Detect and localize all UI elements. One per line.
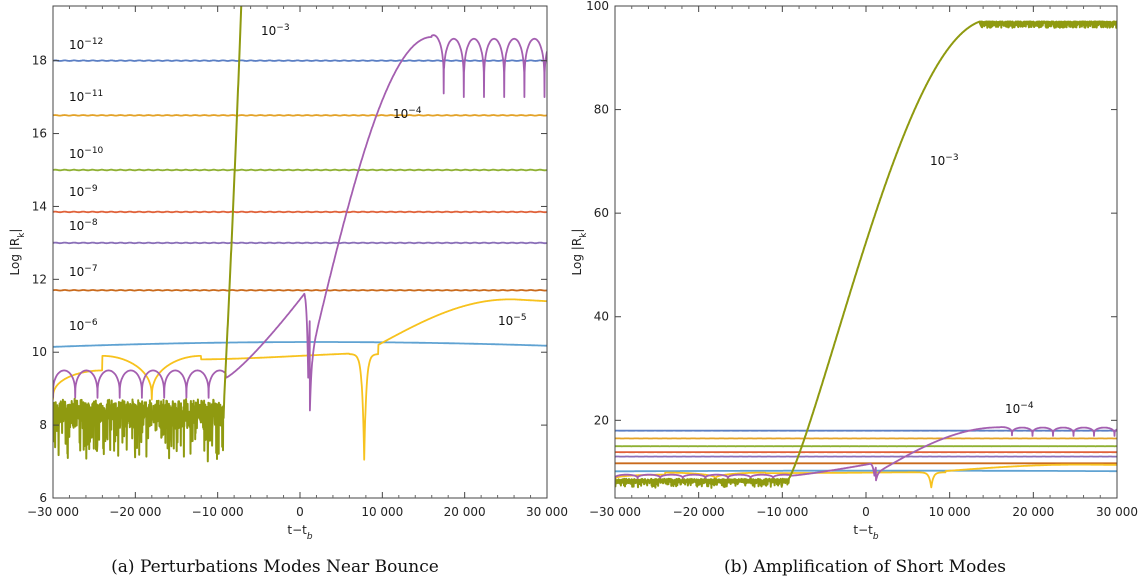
series-label-exp: −4 xyxy=(408,106,422,116)
series-10^-12 xyxy=(53,59,547,62)
series-label-10^-3: 10−3 xyxy=(261,23,290,38)
x-tick-label: 30 000 xyxy=(526,505,568,519)
x-axis-label-sub: b xyxy=(873,532,879,542)
series-label-exp: −9 xyxy=(84,184,98,194)
series-label-exp: −12 xyxy=(84,37,103,47)
series-label-10^-5: 10−5 xyxy=(498,313,527,328)
plot-area xyxy=(53,6,547,463)
series-label-10^-9: 10−9 xyxy=(69,184,98,199)
series-label-10^-8: 10−8 xyxy=(69,218,98,233)
x-tick-label: −30 000 xyxy=(589,505,641,519)
y-tick-label: 18 xyxy=(32,54,47,68)
series-10^-8 xyxy=(53,241,547,245)
x-tick-label: −30 000 xyxy=(27,505,79,519)
series-10^-3 xyxy=(615,20,1117,489)
x-tick-label: 10 000 xyxy=(361,505,403,519)
series-10^-3 xyxy=(53,6,243,463)
x-tick-label: −20 000 xyxy=(673,505,725,519)
series-label-10^-12: 10−12 xyxy=(69,37,103,52)
series-10^-7 xyxy=(53,289,547,292)
y-tick-label: 8 xyxy=(39,418,47,432)
series-label-exp: −6 xyxy=(84,318,98,328)
series-label-10^-10: 10−10 xyxy=(69,146,104,161)
y-axis-label: Log |Rk| xyxy=(8,229,27,276)
series-label-exp: −11 xyxy=(84,89,103,99)
series-label-exp: −8 xyxy=(84,218,98,228)
series-label-10^-4: 10−4 xyxy=(393,106,422,121)
y-axis-label-sub: k xyxy=(17,232,27,238)
y-tick-label: 40 xyxy=(594,310,609,324)
y-tick-label: 10 xyxy=(32,345,47,359)
y-tick-label: 80 xyxy=(594,103,609,117)
series-label-10^-6: 10−6 xyxy=(69,318,98,333)
panel-a: −30 000 −20 000 −10 000 0 10 000 20 000 30 000… xyxy=(8,5,568,577)
series-10^-9 xyxy=(53,210,547,214)
series-10^-4 xyxy=(53,34,547,412)
series-label-exp: −10 xyxy=(84,146,103,156)
x-tick-label: 20 000 xyxy=(1012,505,1054,519)
y-axis-label: Log |Rk| xyxy=(570,229,589,276)
series-10^-6 xyxy=(615,469,1117,473)
y-axis-label-sub: k xyxy=(579,232,589,238)
panel-caption: (a) Perturbations Modes Near Bounce xyxy=(111,557,439,577)
x-tick-label: 0 xyxy=(296,505,304,519)
y-tick-label: 16 xyxy=(32,127,47,141)
series-label-10^-3: 10−3 xyxy=(930,153,959,168)
y-axis-label-end: | xyxy=(8,229,22,233)
x-tick-label: −10 000 xyxy=(756,505,808,519)
series-label-exp: −3 xyxy=(276,23,289,33)
y-tick-label: 60 xyxy=(594,206,609,220)
x-tick-label: 20 000 xyxy=(444,505,486,519)
series-label-10^-4: 10−4 xyxy=(1005,401,1034,416)
series-label-exp: −3 xyxy=(945,153,958,163)
panel-caption: (b) Amplification of Short Modes xyxy=(724,557,1006,577)
x-tick-label: −20 000 xyxy=(109,505,161,519)
panel-b: −30 000 −20 000 −10 000 0 10 000 20 000 30 000… xyxy=(570,0,1138,577)
x-axis-label: t−tb xyxy=(287,523,312,542)
series-label-exp: −5 xyxy=(513,313,526,323)
y-tick-label: 14 xyxy=(32,199,47,213)
series-10^-4 xyxy=(615,426,1117,482)
y-tick-label: 100 xyxy=(586,0,609,13)
x-axis-label-sub: b xyxy=(307,532,313,542)
y-tick-label: 20 xyxy=(594,413,609,427)
x-tick-label: 10 000 xyxy=(929,505,971,519)
y-tick-label: 6 xyxy=(39,491,47,505)
y-tick-label: 12 xyxy=(32,272,47,286)
series-label-10^-7: 10−7 xyxy=(69,264,98,279)
series-10^-5 xyxy=(615,463,1117,489)
y-axis-label-end: | xyxy=(570,229,584,233)
series-10^-10 xyxy=(53,168,547,172)
x-tick-label: 0 xyxy=(862,505,870,519)
x-tick-label: −10 000 xyxy=(192,505,244,519)
plot-area xyxy=(615,20,1117,489)
x-axis-label: t−tb xyxy=(853,523,878,542)
series-10^-6 xyxy=(53,341,547,348)
series-label-exp: −7 xyxy=(84,264,97,274)
series-10^-11 xyxy=(53,114,547,117)
series-label-10^-11: 10−11 xyxy=(69,89,103,104)
series-label-exp: −4 xyxy=(1020,401,1034,411)
plot-frame xyxy=(614,5,1118,499)
x-tick-label: 30 000 xyxy=(1096,505,1138,519)
series-10^-5 xyxy=(53,298,547,461)
